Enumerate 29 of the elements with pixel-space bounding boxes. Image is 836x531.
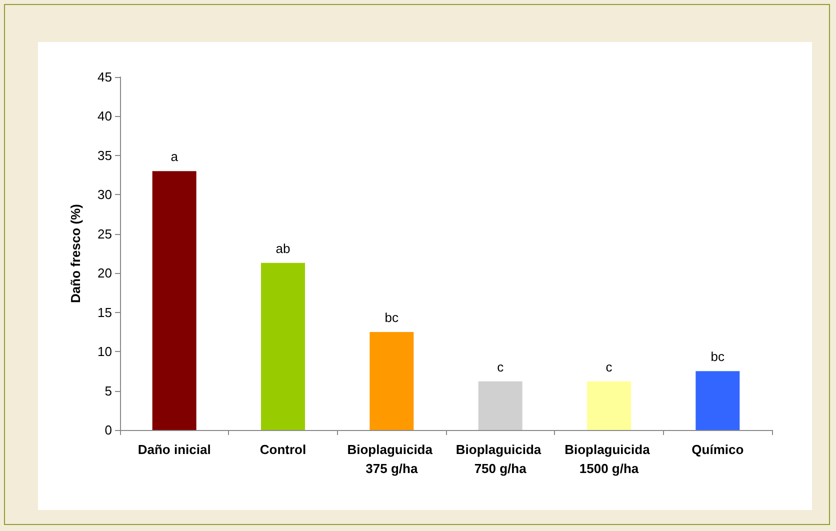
annotation: c [606, 359, 613, 374]
bar [370, 332, 414, 430]
y-tick-label: 40 [98, 108, 112, 124]
y-tick-label: 30 [98, 187, 112, 202]
y-tick-label: 10 [98, 344, 112, 360]
y-tick-label: 20 [98, 266, 112, 281]
bar [478, 381, 522, 430]
bar [696, 371, 740, 430]
x-tick-label: Control [260, 442, 306, 457]
annotation: bc [710, 349, 726, 364]
y-axis-title: Daño fresco (%) [68, 204, 83, 303]
y-tick-label: 15 [98, 304, 112, 320]
y-tick-label: 35 [98, 148, 112, 163]
bar [587, 381, 631, 430]
y-tick-label: 25 [98, 226, 112, 242]
bar [261, 262, 305, 430]
x-tick-label: Bioplaguicida 1500 g/ha [564, 442, 654, 476]
annotation: ab [276, 240, 290, 256]
x-tick-label: Bioplaguicida 375 g/ha [347, 442, 436, 476]
annotation: c [497, 359, 504, 374]
y-tick-label: 5 [104, 383, 112, 398]
x-tick-label: Bioplaguicida 750 g/ha [456, 442, 545, 476]
annotation: bc [384, 310, 400, 325]
x-tick-label: Químico [692, 442, 744, 457]
y-tick-label: 45 [98, 70, 112, 84]
annotation: a [170, 149, 179, 164]
bar [152, 171, 196, 430]
y-tick-label: 0 [104, 422, 112, 438]
x-tick-label: Daño inicial [138, 442, 211, 457]
